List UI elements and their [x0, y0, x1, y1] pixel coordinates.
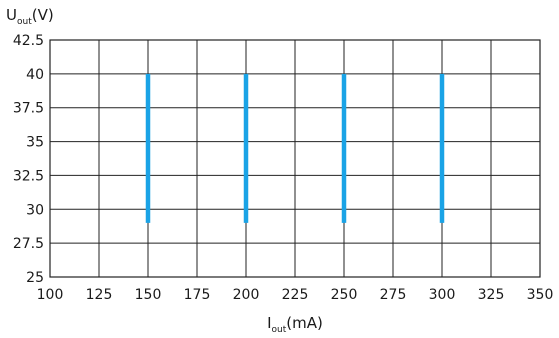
x-axis-title: Iout(mA): [267, 314, 323, 335]
plot-area-frame: [49, 39, 541, 278]
y-axis-title: Uout(V): [6, 6, 54, 27]
x-tick-label: 150: [135, 287, 162, 303]
x-tick-label: 125: [86, 287, 113, 303]
x-tick-label: 225: [282, 287, 309, 303]
y-axis-title-unit: (V): [32, 6, 54, 24]
y-tick-label: 37.5: [13, 101, 44, 117]
y-tick-label: 32.5: [13, 168, 44, 184]
x-axis-title-unit: (mA): [286, 314, 323, 332]
x-tick-labels: 100 125 150 175 200 225 250 275 300 325 350: [37, 287, 554, 303]
x-tick-label: 100: [37, 287, 64, 303]
x-axis-title-main: I: [267, 314, 271, 332]
x-tick-label: 250: [331, 287, 358, 303]
y-tick-label: 30: [26, 202, 44, 218]
x-tick-label: 300: [429, 287, 456, 303]
x-tick-label: 200: [233, 287, 260, 303]
x-axis-title-sub: out: [272, 325, 287, 335]
y-tick-label: 25: [26, 270, 44, 286]
y-tick-label: 40: [26, 67, 44, 83]
x-tick-label: 175: [184, 287, 211, 303]
series-group: [145, 73, 445, 223]
y-axis-title-main: U: [6, 6, 17, 24]
x-tick-label: 325: [478, 287, 505, 303]
y-tick-label: 42.5: [13, 33, 44, 49]
y-tick-label: 35: [26, 135, 44, 151]
y-tick-label: 27.5: [13, 236, 44, 252]
y-axis-title-sub: out: [17, 17, 32, 27]
x-tick-label: 350: [527, 287, 554, 303]
grid: [49, 39, 541, 278]
x-tick-label: 275: [380, 287, 407, 303]
y-tick-labels: 25 27.5 30 32.5 35 37.5 40 42.5: [13, 33, 44, 286]
